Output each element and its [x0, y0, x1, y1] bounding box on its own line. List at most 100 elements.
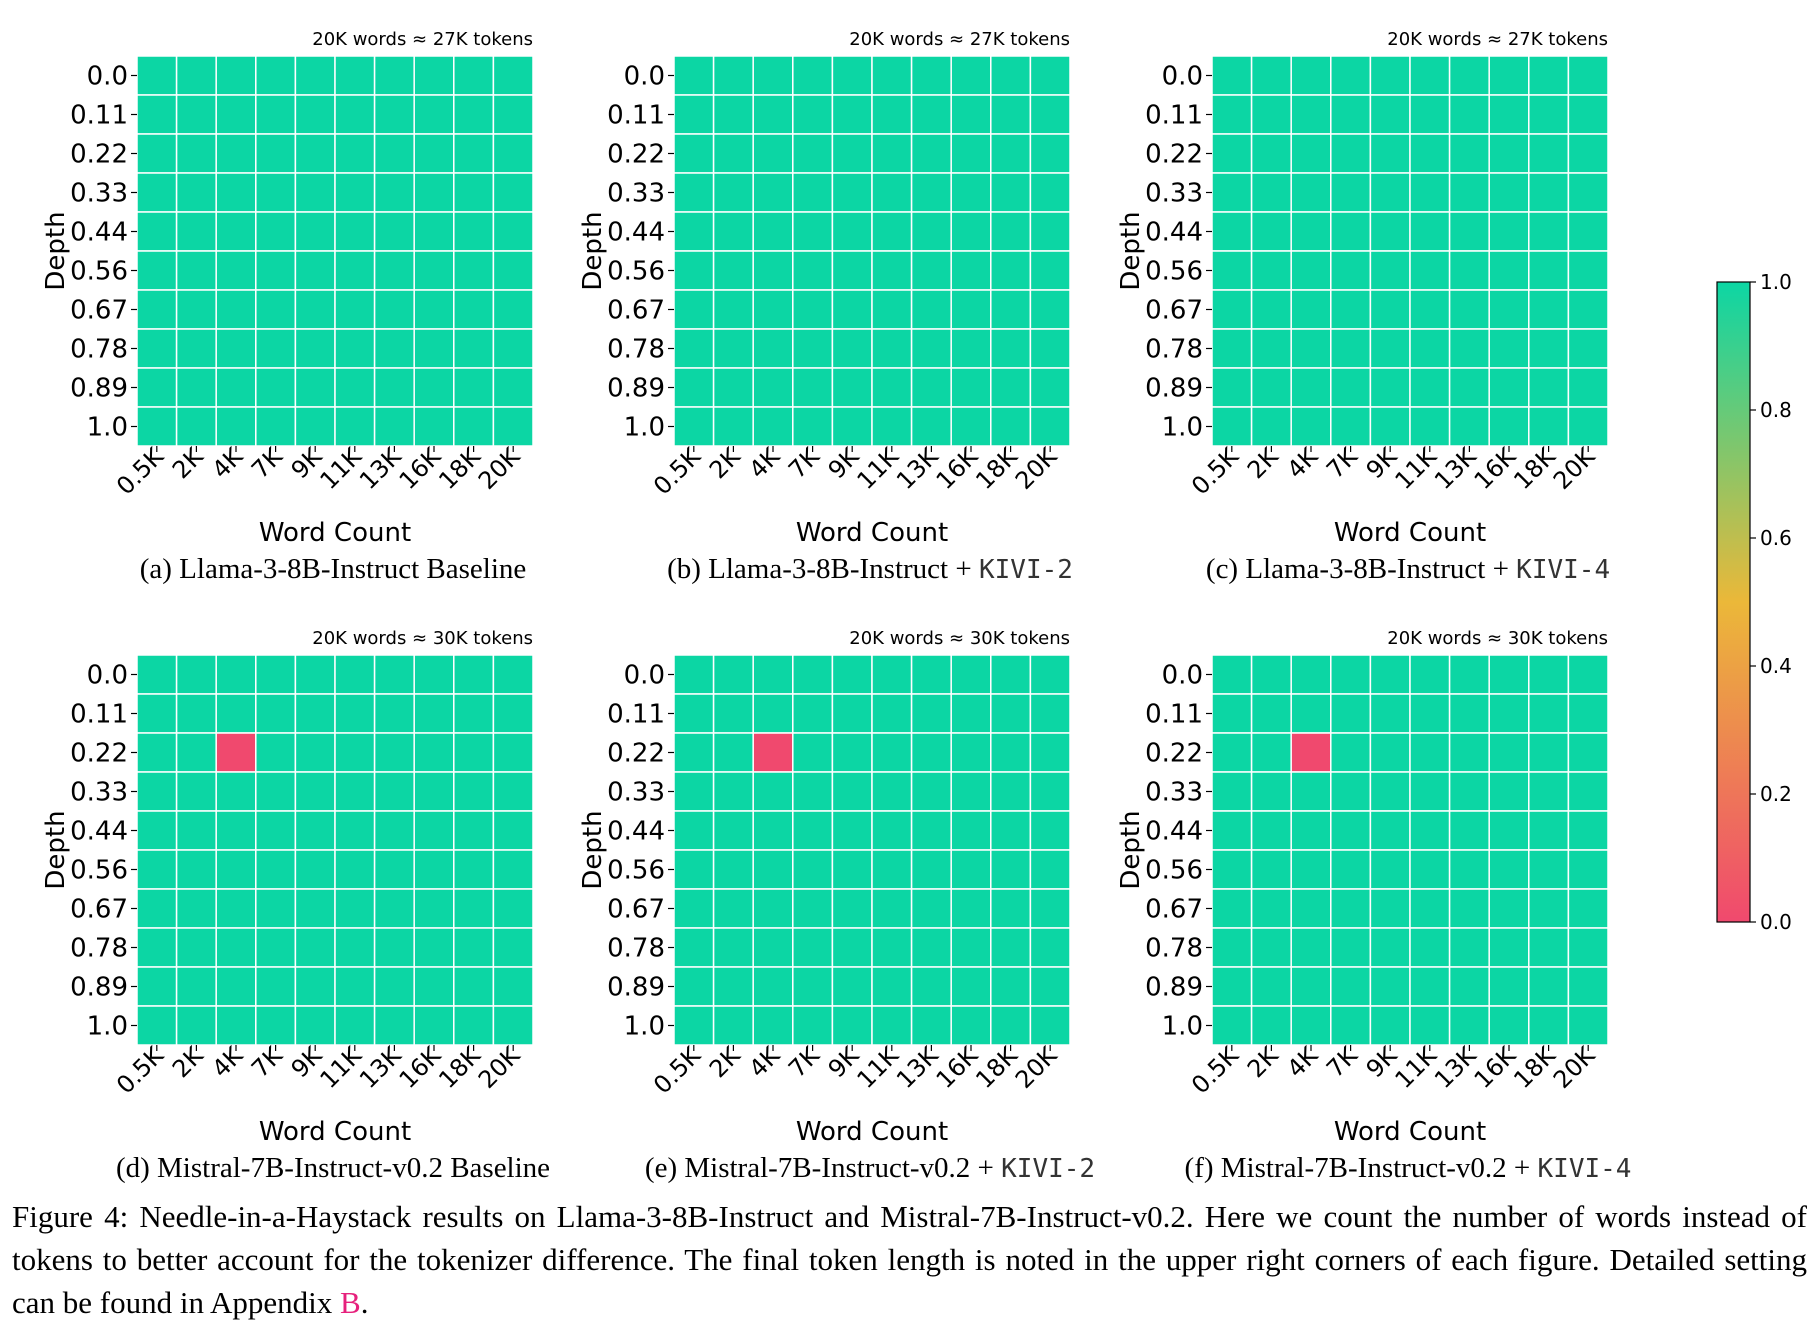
y-tick-label: 0.89 — [607, 374, 665, 404]
heatmap-cell — [1369, 771, 1411, 812]
heatmap-cell — [334, 888, 376, 929]
heatmap-cell — [792, 654, 834, 695]
y-axis-label: Depth — [578, 211, 608, 290]
heatmap-cell — [1488, 328, 1530, 369]
y-tick-label: 1.0 — [624, 1012, 665, 1042]
heatmap-cell — [712, 55, 754, 96]
heatmap-cell — [1448, 888, 1490, 929]
heatmap-cell — [1528, 55, 1570, 96]
heatmap-cell — [1567, 55, 1609, 96]
heatmap-cell — [453, 289, 495, 330]
heatmap-cell — [215, 328, 257, 369]
heatmap-cell — [1488, 133, 1530, 174]
heatmap-cell — [136, 654, 178, 695]
heatmap-cell — [871, 250, 913, 291]
x-tick-label: 0.5K — [1186, 1041, 1245, 1100]
heatmap-cell — [413, 94, 455, 135]
heatmap-cell — [175, 810, 217, 851]
heatmap-cell — [990, 328, 1032, 369]
heatmap-cell — [831, 211, 873, 252]
heatmap-cell — [294, 328, 336, 369]
heatmap-cell — [990, 133, 1032, 174]
heatmap-cell — [136, 94, 178, 135]
heatmap-cell — [255, 172, 297, 213]
heatmap-cell — [1029, 55, 1071, 96]
token-note: 20K words ≈ 30K tokens — [312, 628, 533, 649]
heatmap-panel-e: 20K words ≈ 30K tokens 0.0 0.11 0.22 0.33 0.4… — [578, 628, 1095, 1184]
heatmap-cell — [752, 1005, 794, 1046]
heatmap-cell — [712, 654, 754, 695]
heatmap-cell — [950, 654, 992, 695]
heatmap-cell — [136, 693, 178, 734]
heatmap-cell — [1448, 693, 1490, 734]
heatmap-cell — [1029, 732, 1071, 773]
heatmap-cell — [1409, 406, 1451, 447]
heatmap-cell — [373, 55, 415, 96]
heatmap-cell — [1250, 693, 1292, 734]
heatmap-cell — [950, 328, 992, 369]
heatmap-cell — [871, 172, 913, 213]
heatmap-cell — [215, 888, 257, 929]
heatmap-cell — [831, 732, 873, 773]
y-axis-label: Depth — [1116, 810, 1146, 889]
y-tick-label: 1.0 — [1162, 413, 1203, 443]
heatmap-cell — [752, 810, 794, 851]
heatmap-cell — [792, 55, 834, 96]
y-tick-label: 0.78 — [607, 335, 665, 365]
heatmap-cell — [255, 810, 297, 851]
heatmap-cell — [215, 55, 257, 96]
heatmap-cell — [373, 888, 415, 929]
heatmap-cell — [1029, 367, 1071, 408]
heatmap-cell — [255, 732, 297, 773]
heatmap-cell — [871, 693, 913, 734]
heatmap-cell — [1488, 406, 1530, 447]
heatmap-cell — [294, 289, 336, 330]
heatmap-cell — [792, 172, 834, 213]
appendix-link[interactable]: B — [340, 1285, 361, 1320]
heatmap-cell — [175, 94, 217, 135]
heatmap-cell — [1211, 1005, 1253, 1046]
heatmap-cell — [1409, 927, 1451, 968]
x-tick-label: 0.5K — [648, 442, 707, 501]
heatmap-cell — [990, 406, 1032, 447]
heatmap-cell — [255, 250, 297, 291]
y-tick-label: 0.22 — [70, 140, 128, 170]
y-tick-label: 1.0 — [87, 1012, 128, 1042]
heatmap-cell — [1029, 810, 1071, 851]
heatmap-cell — [950, 406, 992, 447]
heatmap-cell — [136, 367, 178, 408]
heatmap-cell — [990, 732, 1032, 773]
heatmap-cell — [752, 328, 794, 369]
x-tick-label: 2K — [704, 442, 747, 485]
heatmap-cell — [831, 849, 873, 890]
colorbar: 1.0 0.8 0.6 0.4 0.2 0.0 — [1716, 270, 1792, 934]
heatmap-cell — [950, 250, 992, 291]
heatmap-cell — [492, 133, 534, 174]
heatmap-cell — [1567, 328, 1609, 369]
heatmap-cell — [1211, 849, 1253, 890]
heatmap-cell — [1250, 94, 1292, 135]
heatmap-cell — [215, 849, 257, 890]
colorbar-tick-label: 0.4 — [1760, 654, 1792, 678]
heatmap-cell — [1369, 289, 1411, 330]
heatmap-cell — [752, 654, 794, 695]
y-tick-label: 1.0 — [87, 413, 128, 443]
y-tick-label: 0.33 — [1145, 179, 1203, 209]
heatmap-cell — [673, 250, 715, 291]
heatmap-cell — [871, 966, 913, 1007]
heatmap-cell — [792, 1005, 834, 1046]
heatmap-cell — [255, 289, 297, 330]
heatmap-cell — [1330, 1005, 1372, 1046]
heatmap-cell — [1448, 328, 1490, 369]
heatmap-cell — [175, 328, 217, 369]
heatmap-cell — [1330, 94, 1372, 135]
heatmap-cell — [1250, 211, 1292, 252]
y-axis-label: Depth — [41, 810, 71, 889]
heatmap-cell — [1290, 250, 1332, 291]
heatmap-cell — [1330, 927, 1372, 968]
heatmap-cell — [1409, 888, 1451, 929]
token-note: 20K words ≈ 30K tokens — [849, 628, 1070, 649]
heatmap-cell — [1409, 211, 1451, 252]
heatmap-cell — [673, 732, 715, 773]
y-tick-label: 0.56 — [1145, 856, 1203, 886]
